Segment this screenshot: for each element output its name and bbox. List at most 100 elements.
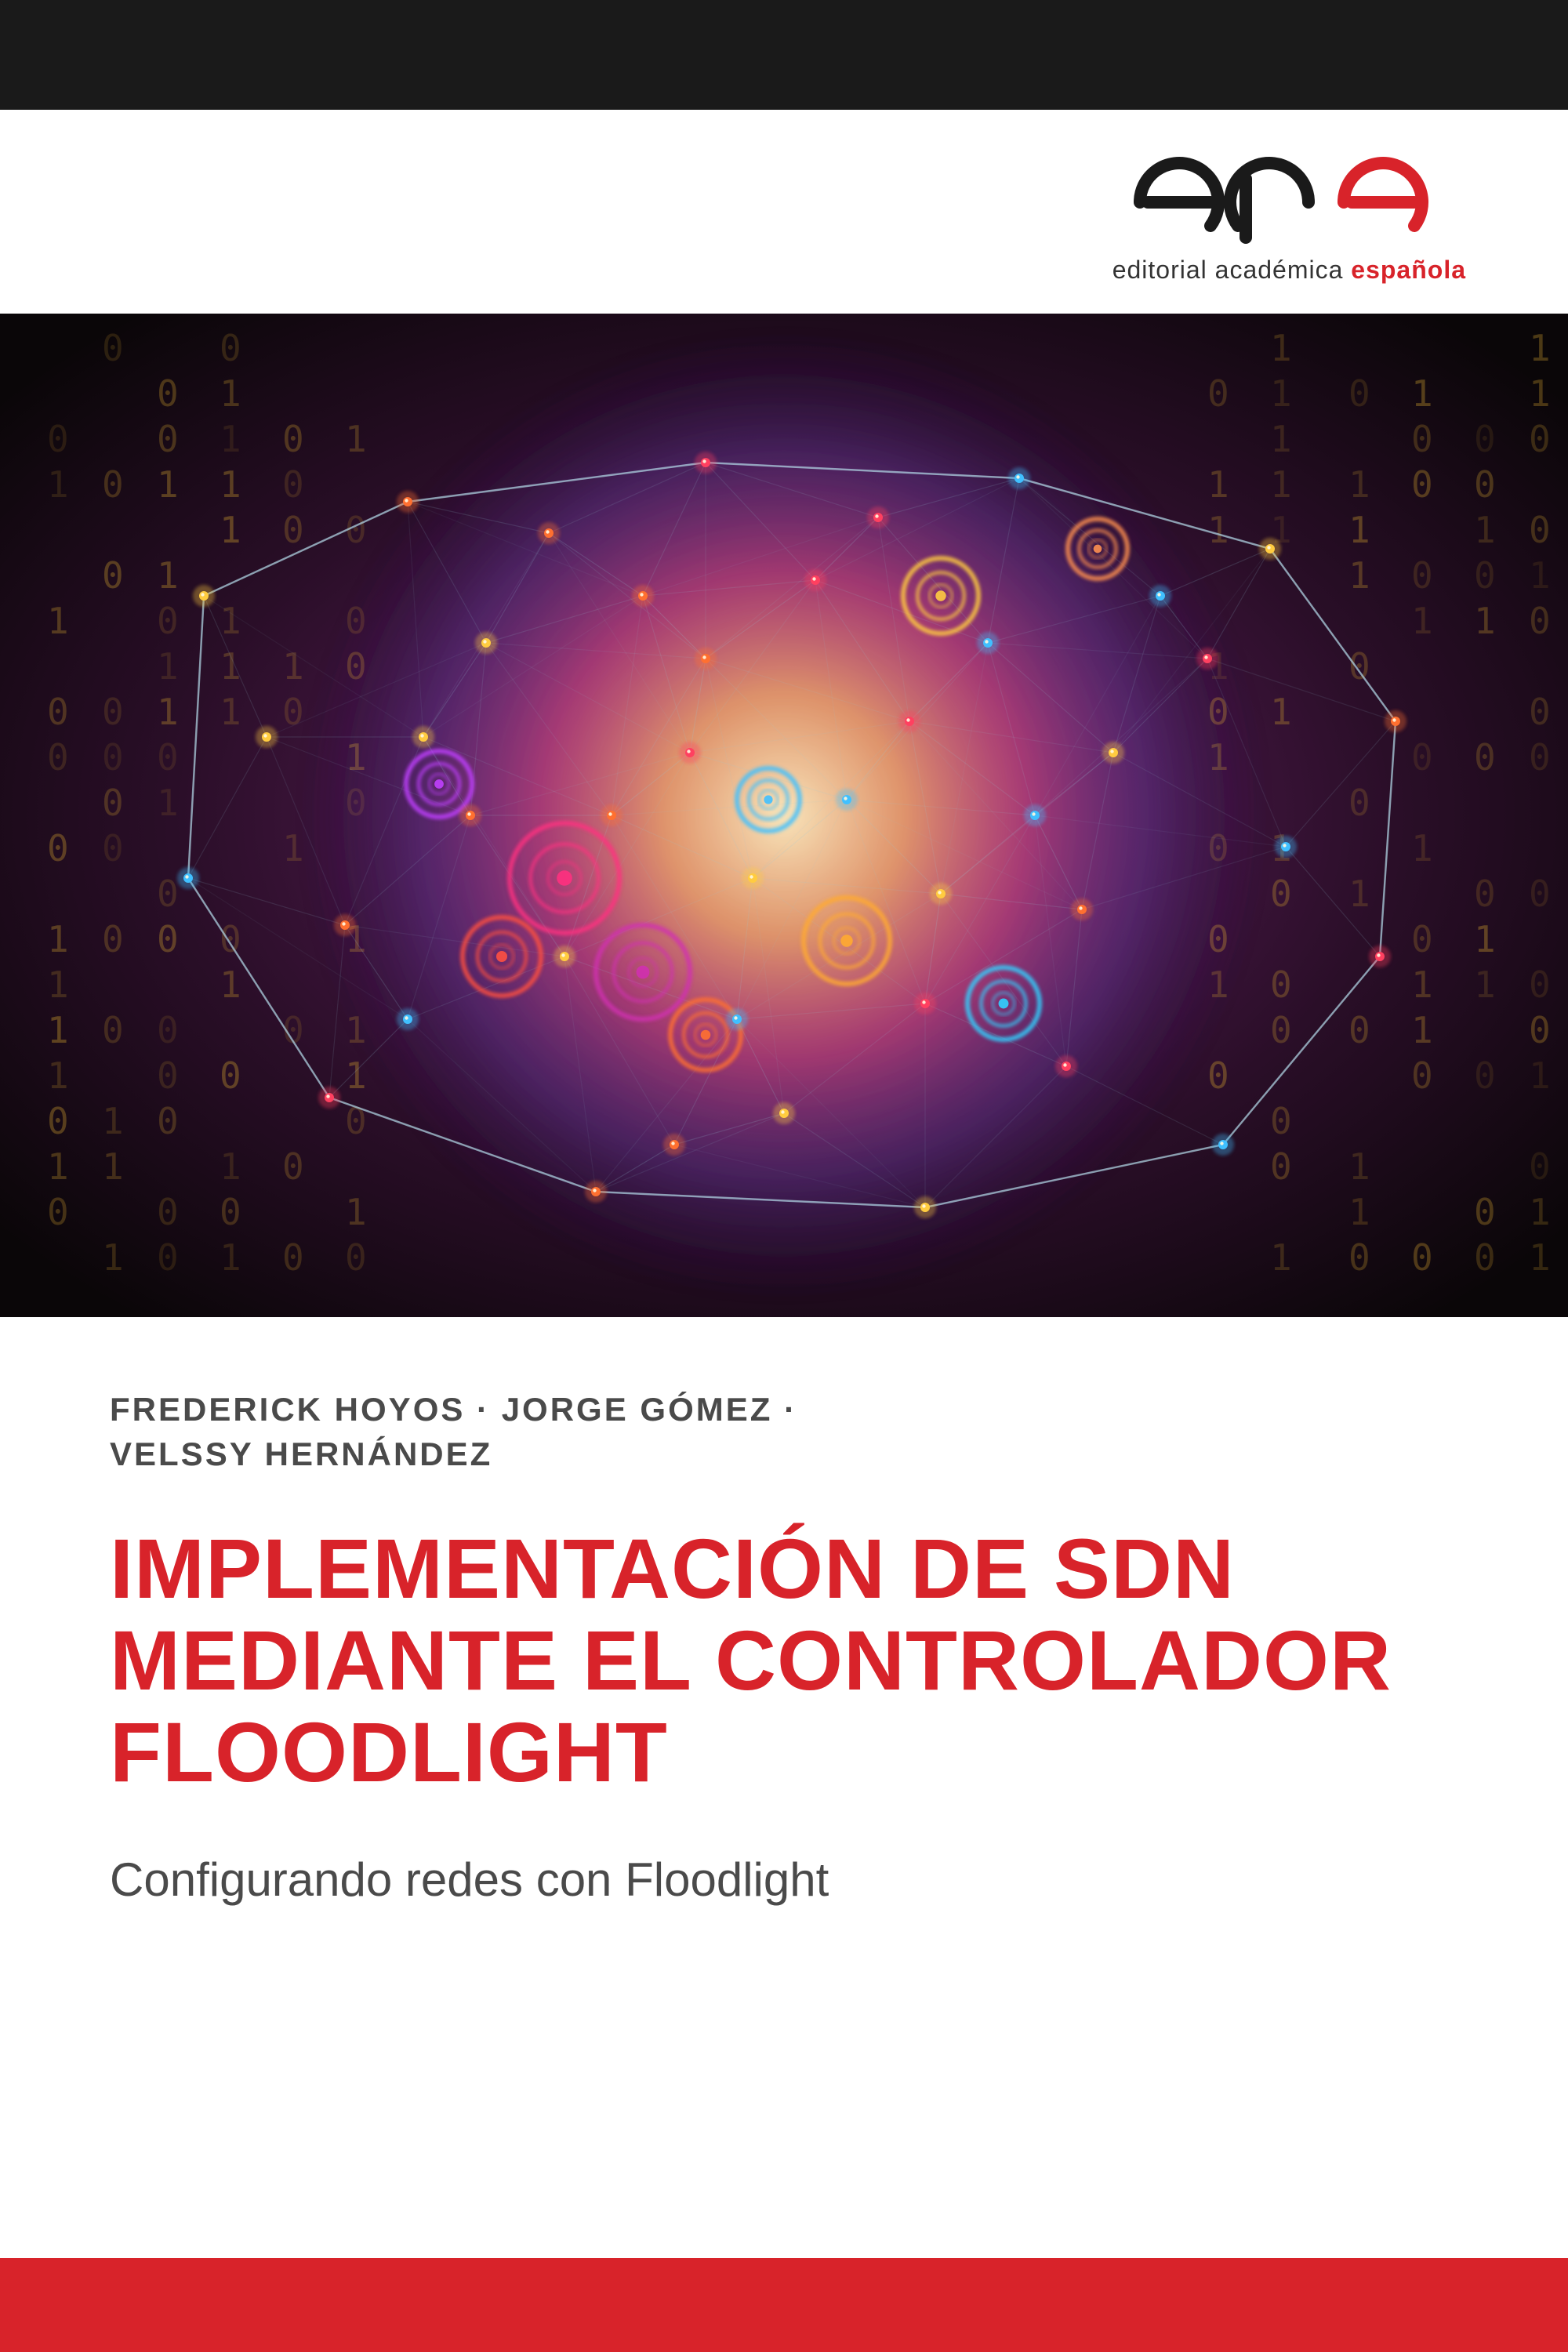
publisher-name: editorial académica española (1112, 256, 1466, 285)
svg-text:0: 0 (1529, 509, 1551, 551)
svg-text:0: 0 (157, 372, 179, 415)
svg-text:0: 0 (1270, 1100, 1292, 1142)
svg-text:1: 1 (220, 1145, 241, 1188)
svg-text:0: 0 (47, 1100, 69, 1142)
svg-text:1: 1 (220, 645, 241, 688)
svg-text:1: 1 (220, 463, 241, 506)
svg-text:0: 0 (1474, 418, 1496, 460)
svg-text:1: 1 (1474, 600, 1496, 642)
svg-text:0: 0 (282, 509, 304, 551)
svg-text:1: 1 (1474, 918, 1496, 960)
svg-text:0: 0 (1474, 873, 1496, 915)
book-title: IMPLEMENTACIÓN DE SDN MEDIANTE EL CONTRO… (110, 1523, 1458, 1798)
svg-text:0: 0 (1411, 1054, 1433, 1097)
svg-text:0: 0 (157, 418, 179, 460)
svg-text:0: 0 (102, 736, 124, 779)
svg-text:0: 0 (1348, 1236, 1370, 1279)
svg-text:0: 0 (157, 1100, 179, 1142)
svg-text:1: 1 (220, 964, 241, 1006)
svg-text:0: 0 (1474, 1054, 1496, 1097)
svg-text:1: 1 (157, 554, 179, 597)
svg-text:0: 0 (220, 327, 241, 369)
svg-text:1: 1 (1474, 509, 1496, 551)
svg-text:1: 1 (47, 463, 69, 506)
svg-text:0: 0 (102, 918, 124, 960)
svg-text:0: 0 (1529, 691, 1551, 733)
svg-text:0: 0 (282, 463, 304, 506)
svg-text:0: 0 (102, 554, 124, 597)
top-black-bar (0, 0, 1568, 110)
svg-text:0: 0 (47, 691, 69, 733)
svg-text:0: 0 (47, 1191, 69, 1233)
svg-text:0: 0 (1474, 1236, 1496, 1279)
svg-text:0: 0 (1529, 418, 1551, 460)
cover-text-block: FREDERICK HOYOS · JORGE GÓMEZ ·VELSSY HE… (0, 1317, 1568, 1907)
svg-text:1: 1 (47, 600, 69, 642)
svg-text:1: 1 (1348, 463, 1370, 506)
svg-text:0: 0 (157, 918, 179, 960)
svg-text:0: 0 (345, 1236, 367, 1279)
svg-text:1: 1 (1270, 327, 1292, 369)
svg-text:0: 0 (157, 1009, 179, 1051)
svg-text:1: 1 (345, 1054, 367, 1097)
svg-text:0: 0 (1270, 873, 1292, 915)
svg-text:1: 1 (345, 1191, 367, 1233)
svg-text:1: 1 (1411, 600, 1433, 642)
svg-text:1: 1 (1474, 964, 1496, 1006)
svg-text:1: 1 (47, 964, 69, 1006)
svg-text:0: 0 (1270, 1009, 1292, 1051)
svg-text:0: 0 (1474, 554, 1496, 597)
svg-text:0: 0 (1529, 873, 1551, 915)
svg-text:0: 0 (1411, 1236, 1433, 1279)
svg-text:0: 0 (282, 691, 304, 733)
svg-text:0: 0 (220, 1054, 241, 1097)
svg-text:0: 0 (1411, 736, 1433, 779)
svg-text:1: 1 (1270, 418, 1292, 460)
svg-text:1: 1 (220, 1236, 241, 1279)
svg-text:0: 0 (102, 691, 124, 733)
svg-text:1: 1 (1270, 372, 1292, 415)
svg-text:0: 0 (157, 736, 179, 779)
svg-text:1: 1 (102, 1236, 124, 1279)
svg-text:0: 0 (1474, 1191, 1496, 1233)
svg-text:1: 1 (47, 1009, 69, 1051)
svg-text:0: 0 (102, 782, 124, 824)
svg-text:1: 1 (220, 600, 241, 642)
svg-text:0: 0 (1529, 1145, 1551, 1188)
svg-text:1: 1 (345, 418, 367, 460)
svg-text:0: 0 (157, 1236, 179, 1279)
svg-text:0: 0 (1474, 463, 1496, 506)
svg-text:1: 1 (157, 782, 179, 824)
svg-text:1: 1 (1348, 509, 1370, 551)
book-subtitle: Configurando redes con Floodlight (110, 1853, 1458, 1907)
svg-text:1: 1 (47, 1054, 69, 1097)
network-illustration: 0110001111010000000000111001101101000000… (0, 314, 1568, 1317)
eae-logo-icon (1124, 140, 1454, 249)
svg-text:0: 0 (1529, 1009, 1551, 1051)
svg-text:1: 1 (1348, 1145, 1370, 1188)
svg-text:0: 0 (1348, 372, 1370, 415)
svg-text:0: 0 (1529, 600, 1551, 642)
svg-text:0: 0 (1411, 463, 1433, 506)
svg-text:1: 1 (1529, 554, 1551, 597)
svg-text:0: 0 (282, 1236, 304, 1279)
svg-text:0: 0 (102, 463, 124, 506)
svg-text:0: 0 (1348, 782, 1370, 824)
svg-text:1: 1 (1270, 691, 1292, 733)
svg-text:1: 1 (157, 645, 179, 688)
svg-text:0: 0 (1207, 1054, 1229, 1097)
svg-text:0: 0 (1529, 964, 1551, 1006)
svg-text:1: 1 (157, 691, 179, 733)
svg-text:1: 1 (157, 463, 179, 506)
svg-text:0: 0 (1207, 372, 1229, 415)
svg-text:0: 0 (157, 873, 179, 915)
svg-text:0: 0 (47, 418, 69, 460)
svg-text:1: 1 (220, 691, 241, 733)
svg-text:1: 1 (220, 509, 241, 551)
svg-text:1: 1 (1411, 372, 1433, 415)
svg-text:1: 1 (1348, 1191, 1370, 1233)
svg-text:0: 0 (220, 1191, 241, 1233)
svg-text:1: 1 (1529, 1054, 1551, 1097)
svg-text:1: 1 (1207, 463, 1229, 506)
svg-text:1: 1 (1411, 827, 1433, 869)
